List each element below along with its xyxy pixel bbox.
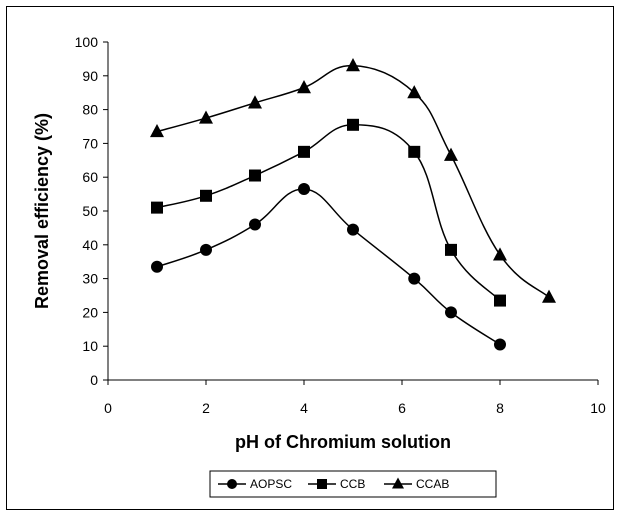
legend-item-aopsc: AOPSC <box>218 477 292 491</box>
x-tick-label: 2 <box>202 400 210 416</box>
y-tick-label: 10 <box>82 338 98 354</box>
data-point-ccb <box>347 118 359 131</box>
series-line-ccab <box>156 64 550 298</box>
x-tick-label: 6 <box>398 400 406 416</box>
legend-box <box>209 470 497 498</box>
x-tick-label: 10 <box>590 400 606 416</box>
y-axis-title: Removal efficiency (%) <box>32 113 52 309</box>
data-point-ccb <box>298 145 310 158</box>
y-tick-label: 70 <box>82 135 98 151</box>
data-point-ccab <box>297 80 311 94</box>
legend-label: CCAB <box>416 477 449 491</box>
y-tick-label: 60 <box>82 169 98 185</box>
series-line-aopsc <box>156 188 501 346</box>
y-tick-label: 80 <box>82 102 98 118</box>
data-point-ccab <box>346 58 360 72</box>
legend-marker <box>317 479 327 489</box>
axes <box>107 42 598 381</box>
data-point-ccab <box>248 95 262 109</box>
y-tick-label: 100 <box>75 34 99 50</box>
data-point-aopsc <box>249 218 261 231</box>
y-tick-label: 20 <box>82 304 98 320</box>
y-ticks: 0 10 20 30 40 50 60 70 80 90 100 <box>75 34 108 388</box>
data-point-ccb <box>200 189 212 202</box>
data-point-aopsc <box>298 183 310 196</box>
series-aopsc <box>151 183 506 351</box>
legend-label: CCB <box>340 477 365 491</box>
data-point-aopsc <box>347 223 359 236</box>
x-ticks: 0 2 4 6 8 10 <box>104 380 606 416</box>
legend-item-ccab: CCAB <box>384 477 449 491</box>
data-point-aopsc <box>494 338 506 351</box>
x-tick-label: 4 <box>300 400 308 416</box>
data-point-ccab <box>199 110 213 124</box>
series-ccb <box>151 118 506 307</box>
data-point-ccab <box>444 147 458 161</box>
data-point-aopsc <box>408 272 421 285</box>
series-layer <box>150 58 556 351</box>
legend-label: AOPSC <box>250 477 292 491</box>
data-point-aopsc <box>445 306 457 319</box>
data-point-ccab <box>407 85 422 99</box>
chart-frame <box>6 6 614 510</box>
x-axis-title: pH of Chromium solution <box>235 432 451 452</box>
x-tick-label: 8 <box>496 400 504 416</box>
y-tick-label: 0 <box>90 372 98 388</box>
y-tick-label: 90 <box>82 68 98 84</box>
y-tick-label: 40 <box>82 237 98 253</box>
data-point-ccab <box>150 123 164 138</box>
legend-marker <box>227 479 237 489</box>
data-point-aopsc <box>200 243 212 256</box>
legend-item-ccb: CCB <box>308 477 365 491</box>
legend-marker <box>392 477 404 489</box>
data-point-ccab <box>542 289 556 303</box>
x-tick-label: 0 <box>104 400 112 416</box>
data-point-ccb <box>494 294 506 307</box>
data-point-ccb <box>151 201 163 214</box>
data-point-aopsc <box>151 260 163 273</box>
y-tick-label: 30 <box>82 271 98 287</box>
legend: AOPSC CCB CCAB <box>209 470 497 498</box>
data-point-ccab <box>493 247 507 261</box>
data-point-ccb <box>408 145 421 158</box>
data-point-ccb <box>249 169 261 182</box>
data-point-ccb <box>445 243 457 256</box>
series-ccab <box>150 58 556 303</box>
y-tick-label: 50 <box>82 203 98 219</box>
